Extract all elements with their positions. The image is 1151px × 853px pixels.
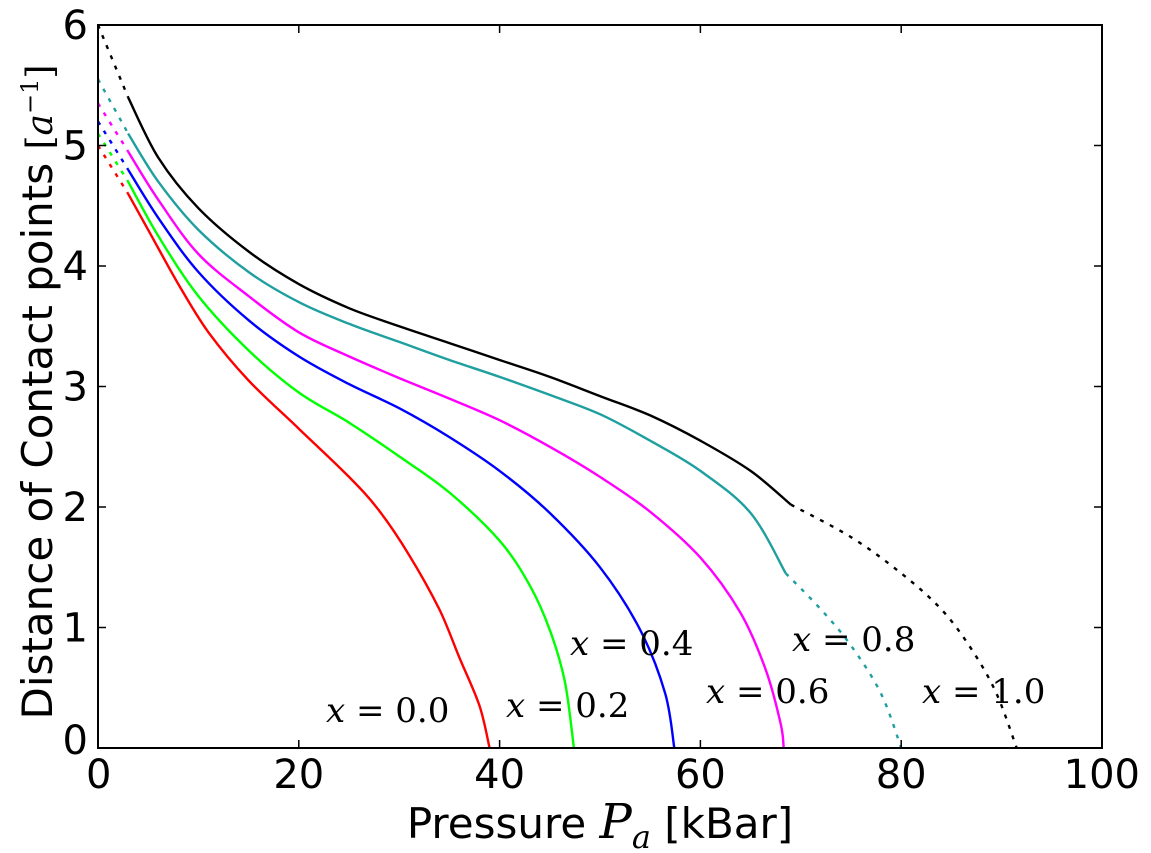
curve-label-var: x xyxy=(922,672,941,712)
x-tick-label: 60 xyxy=(675,752,726,798)
curve-label: x = 0.0 xyxy=(326,691,449,731)
series-0-6 xyxy=(96,102,785,749)
series-line xyxy=(127,181,576,749)
curve-label-var: x xyxy=(326,691,345,731)
plot-area xyxy=(96,24,1018,749)
series-line xyxy=(127,150,785,749)
series-line-dashed-end xyxy=(790,503,1018,749)
y-axis-unit-close: ] xyxy=(20,65,61,79)
curve-label-var: x xyxy=(506,686,525,726)
y-axis-label-text: Distance of Contact points xyxy=(13,163,62,720)
curve-label: x = 0.2 xyxy=(506,686,629,726)
x-tick-label: 20 xyxy=(273,752,324,798)
x-axis-symbol: P xyxy=(599,794,633,850)
curve-label: x = 1.0 xyxy=(922,672,1045,712)
plot-frame xyxy=(97,24,1103,749)
curve-label-eq: = xyxy=(589,624,639,664)
series-line xyxy=(127,132,787,574)
x-tick-label: 80 xyxy=(876,752,927,798)
y-tick-label: 2 xyxy=(63,485,88,531)
series-line-dashed-end xyxy=(784,572,903,749)
curve-label-value: 0.2 xyxy=(575,686,629,726)
y-tick-label: 0 xyxy=(63,718,88,764)
y-axis-unit-open: [ xyxy=(20,135,61,149)
curve-label-value: 0.6 xyxy=(775,672,829,712)
x-tick-label: 0 xyxy=(86,752,111,798)
series-line-dashed-start xyxy=(96,132,130,183)
curve-label-eq: = xyxy=(525,686,575,726)
series-line xyxy=(127,168,676,749)
series-line-dashed-start xyxy=(96,24,130,98)
y-tick-label: 3 xyxy=(63,365,88,411)
y-axis-label: Distance of Contact points [a−1] xyxy=(13,65,62,720)
curve-label-value: 0.8 xyxy=(861,620,915,660)
y-tick-label: 4 xyxy=(63,244,88,290)
series-1-0 xyxy=(96,24,1018,749)
curve-label-eq: = xyxy=(345,691,395,731)
series-line-dashed-start xyxy=(96,78,130,135)
curve-label-eq: = xyxy=(941,672,991,712)
curve-label: x = 0.4 xyxy=(570,624,693,664)
curve-label-value: 1.0 xyxy=(991,672,1045,712)
curve-labels: x = 0.0 x = 0.2x = 0.4x = 0.6x = 0.8x = 1… xyxy=(326,620,1045,731)
series-0-8 xyxy=(96,78,903,749)
curve-label-var: x xyxy=(792,620,811,660)
curve-label: x = 0.8 xyxy=(792,620,915,660)
curve-label-eq: = xyxy=(725,672,775,712)
ticks: 0 20 40 60 80 100 0 1 2 3 4 5 6 xyxy=(63,3,1140,798)
series-line xyxy=(127,193,491,749)
x-tick-label: 100 xyxy=(1064,752,1140,798)
x-axis-subscript: a xyxy=(632,818,651,853)
curve-label-value: 0.4 xyxy=(639,624,693,664)
y-axis-unit-exponent: −1 xyxy=(16,79,44,114)
y-tick-label: 6 xyxy=(63,3,88,49)
curve-label-value: 0.0 xyxy=(395,691,449,731)
x-axis-label-text: Pressure xyxy=(407,799,586,848)
x-axis-unit: [kBar] xyxy=(664,799,793,848)
y-tick-label: 1 xyxy=(63,606,88,652)
series-line-dashed-start xyxy=(96,144,130,195)
x-axis-label: Pressure Pa [kBar] xyxy=(407,794,793,853)
series-line-dashed-start xyxy=(96,120,130,171)
curve-label: x = 0.6 xyxy=(706,672,829,712)
series-0-0 xyxy=(96,144,491,749)
series-line-dashed-start xyxy=(96,102,130,153)
x-tick-label: 40 xyxy=(474,752,525,798)
curve-label-eq: = xyxy=(811,620,861,660)
series-line xyxy=(127,96,792,506)
series-0-4 xyxy=(96,120,676,749)
curve-label-var: x xyxy=(570,624,589,664)
series-0-2 xyxy=(96,132,576,749)
curve-label-var: x xyxy=(706,672,725,712)
y-tick-label: 5 xyxy=(63,124,88,170)
y-axis-unit-symbol: a xyxy=(20,114,61,135)
